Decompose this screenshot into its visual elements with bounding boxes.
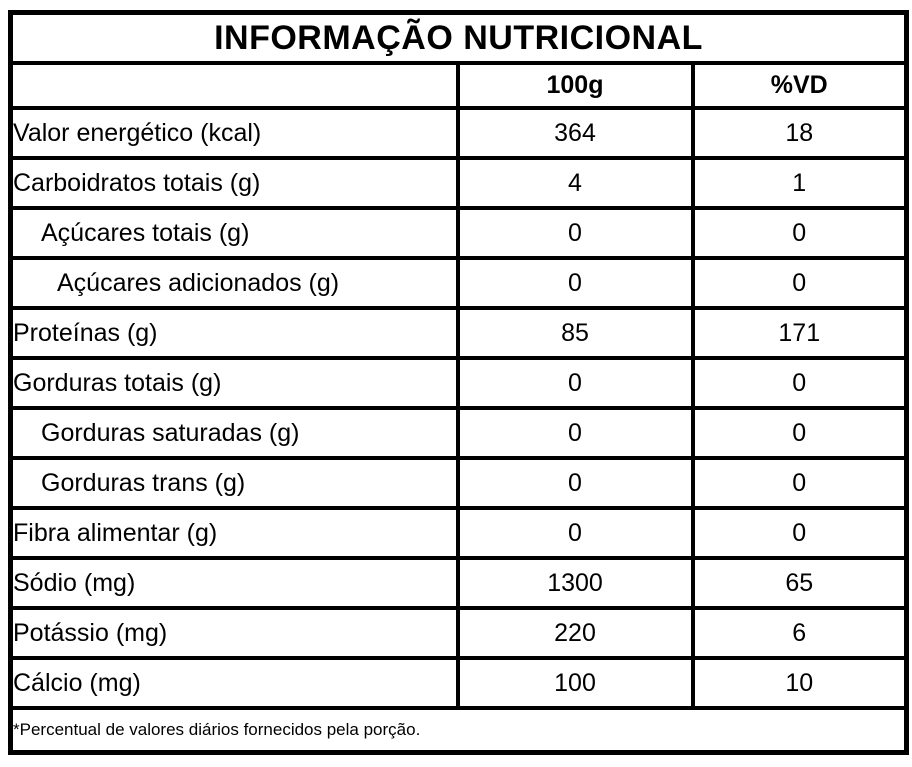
row-value-amount: 4 xyxy=(455,156,695,210)
row-value-amount: 0 xyxy=(455,356,695,410)
table-row: Gorduras totais (g) 0 0 xyxy=(8,356,909,410)
row-value-dv: 0 xyxy=(690,206,909,260)
table-row: Proteínas (g) 85 171 xyxy=(8,306,909,360)
row-value-dv: 0 xyxy=(690,506,909,560)
column-header-amount: 100g xyxy=(455,61,695,110)
table-title: INFORMAÇÃO NUTRICIONAL xyxy=(8,10,909,65)
row-value-dv: 171 xyxy=(690,306,909,360)
column-header-blank xyxy=(8,61,460,110)
table-row: Potássio (mg) 220 6 xyxy=(8,606,909,660)
table-row: Cálcio (mg) 100 10 xyxy=(8,656,909,710)
column-header-dv: %VD xyxy=(690,61,909,110)
row-value-dv: 18 xyxy=(690,106,909,160)
row-label: Gorduras totais (g) xyxy=(8,356,460,410)
row-label: Fibra alimentar (g) xyxy=(8,506,460,560)
row-value-amount: 85 xyxy=(455,306,695,360)
table-row: Açúcares adicionados (g) 0 0 xyxy=(8,256,909,310)
row-label: Potássio (mg) xyxy=(8,606,460,660)
row-value-dv: 65 xyxy=(690,556,909,610)
row-value-dv: 6 xyxy=(690,606,909,660)
table-row: Fibra alimentar (g) 0 0 xyxy=(8,506,909,560)
footnote-row: *Percentual de valores diários fornecido… xyxy=(8,706,909,755)
table-row: Valor energético (kcal) 364 18 xyxy=(8,106,909,160)
row-label: Carboidratos totais (g) xyxy=(8,156,460,210)
table-row: Gorduras trans (g) 0 0 xyxy=(8,456,909,510)
table-row: Açúcares totais (g) 0 0 xyxy=(8,206,909,260)
row-value-amount: 0 xyxy=(455,406,695,460)
table-row: Gorduras saturadas (g) 0 0 xyxy=(8,406,909,460)
row-value-amount: 0 xyxy=(455,456,695,510)
header-row: 100g %VD xyxy=(8,61,909,110)
row-label: Proteínas (g) xyxy=(8,306,460,360)
row-value-dv: 0 xyxy=(690,406,909,460)
row-label: Cálcio (mg) xyxy=(8,656,460,710)
row-value-amount: 0 xyxy=(455,206,695,260)
table-row: Carboidratos totais (g) 4 1 xyxy=(8,156,909,210)
nutrition-table: INFORMAÇÃO NUTRICIONAL 100g %VD Valor en… xyxy=(8,10,910,755)
footnote: *Percentual de valores diários fornecido… xyxy=(8,706,909,755)
row-value-dv: 1 xyxy=(690,156,909,210)
row-value-dv: 10 xyxy=(690,656,909,710)
row-label: Açúcares totais (g) xyxy=(8,206,460,260)
row-label: Sódio (mg) xyxy=(8,556,460,610)
row-value-amount: 0 xyxy=(455,256,695,310)
row-label: Gorduras saturadas (g) xyxy=(8,406,460,460)
row-value-dv: 0 xyxy=(690,456,909,510)
row-value-dv: 0 xyxy=(690,256,909,310)
table-row: Sódio (mg) 1300 65 xyxy=(8,556,909,610)
row-label: Açúcares adicionados (g) xyxy=(8,256,460,310)
row-value-amount: 364 xyxy=(455,106,695,160)
row-value-amount: 1300 xyxy=(455,556,695,610)
row-value-amount: 100 xyxy=(455,656,695,710)
title-row: INFORMAÇÃO NUTRICIONAL xyxy=(8,10,909,65)
row-value-dv: 0 xyxy=(690,356,909,410)
row-value-amount: 220 xyxy=(455,606,695,660)
row-label: Valor energético (kcal) xyxy=(8,106,460,160)
row-value-amount: 0 xyxy=(455,506,695,560)
row-label: Gorduras trans (g) xyxy=(8,456,460,510)
